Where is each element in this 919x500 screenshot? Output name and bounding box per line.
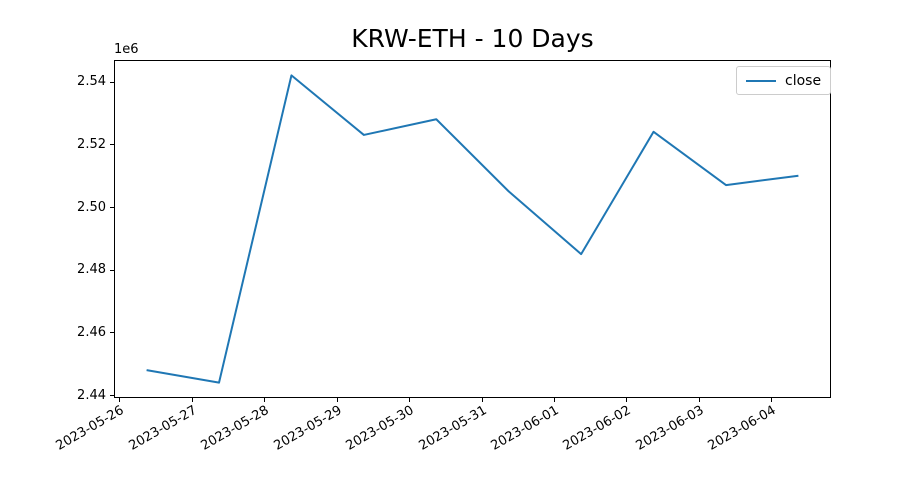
y-tick-label: 2.52 bbox=[77, 136, 106, 152]
y-tick-label: 2.54 bbox=[77, 74, 106, 90]
legend-label: close bbox=[785, 72, 822, 89]
y-tick-label: 2.50 bbox=[77, 199, 106, 215]
y-tick-label: 2.48 bbox=[77, 262, 106, 278]
close-line-series bbox=[146, 74, 799, 384]
axes-frame bbox=[114, 60, 831, 398]
chart-title: KRW-ETH - 10 Days bbox=[351, 24, 594, 53]
legend-line-swatch bbox=[746, 79, 776, 82]
legend-box: close bbox=[736, 66, 832, 95]
y-axis-offset-text: 1e6 bbox=[114, 42, 139, 57]
y-tick-label: 2.46 bbox=[77, 324, 106, 340]
y-tick-label: 2.44 bbox=[77, 387, 106, 403]
